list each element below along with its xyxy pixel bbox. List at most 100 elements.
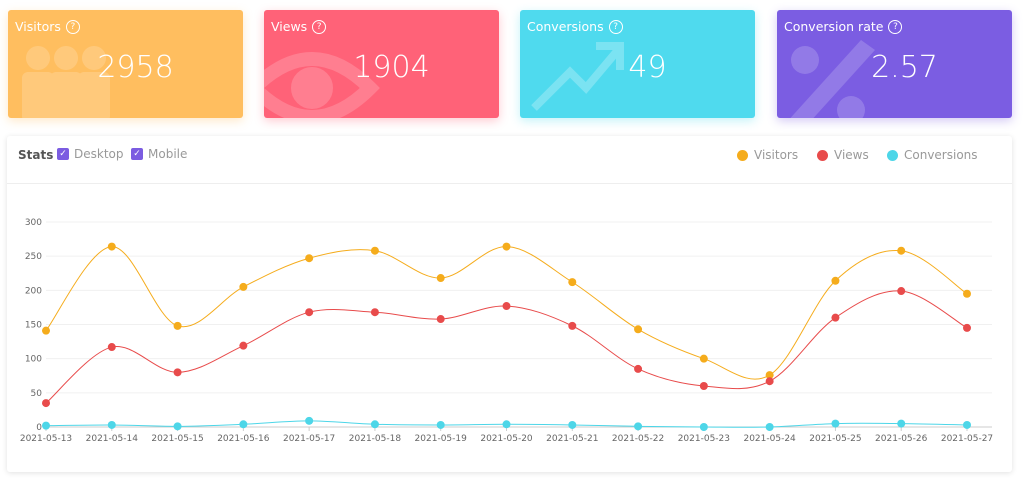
data-point[interactable] <box>699 382 708 390</box>
card-icon <box>22 46 110 118</box>
series-line <box>45 246 968 380</box>
checkbox[interactable]: ✓ <box>131 148 143 160</box>
data-point[interactable] <box>897 246 906 255</box>
card-label-row: Conversion rate? <box>784 19 903 34</box>
y-tick-label: 100 <box>25 355 42 365</box>
data-point[interactable] <box>502 302 511 311</box>
kpi-card: Conversions? 49 <box>520 10 755 118</box>
x-tick-label: 2021-05-21 <box>546 434 598 444</box>
data-point[interactable] <box>436 274 445 283</box>
data-point[interactable] <box>699 423 708 431</box>
data-point[interactable] <box>634 422 643 431</box>
legend-dot <box>887 149 898 161</box>
data-point[interactable] <box>963 323 971 332</box>
x-tick-label: 2021-05-27 <box>941 434 993 444</box>
card-label: Visitors <box>15 19 61 34</box>
y-tick-label: 0 <box>36 423 42 433</box>
data-point[interactable] <box>370 308 379 317</box>
y-tick-label: 300 <box>25 218 42 228</box>
x-tick-label: 2021-05-16 <box>217 434 270 444</box>
data-point[interactable] <box>502 420 511 429</box>
legend-dot <box>817 149 828 161</box>
x-tick-label: 2021-05-22 <box>612 434 664 444</box>
panel-header: Stats ✓ Desktop ✓ Mobile Visitors Views Conv… <box>7 136 1012 184</box>
data-point[interactable] <box>963 420 971 429</box>
data-point[interactable] <box>107 420 116 429</box>
data-point[interactable] <box>305 308 314 317</box>
card-icon <box>264 52 380 118</box>
data-point[interactable] <box>42 421 50 430</box>
x-tick-label: 2021-05-23 <box>678 434 730 444</box>
data-point[interactable] <box>107 343 116 352</box>
kpi-card: Conversion rate? 2.57 <box>777 10 1012 118</box>
card-value: 1904 <box>353 50 430 85</box>
legend-label: Conversions <box>904 148 978 162</box>
help-icon[interactable]: ? <box>312 19 327 34</box>
data-point[interactable] <box>305 416 314 425</box>
data-point[interactable] <box>239 341 248 350</box>
checkbox[interactable]: ✓ <box>57 148 69 160</box>
card-icon <box>531 42 624 111</box>
x-tick-label: 2021-05-19 <box>415 434 468 444</box>
x-tick-label: 2021-05-24 <box>743 434 796 444</box>
x-tick-label: 2021-05-25 <box>809 434 861 444</box>
data-point[interactable] <box>42 326 50 335</box>
data-point[interactable] <box>436 315 445 324</box>
data-point[interactable] <box>42 399 50 408</box>
x-tick-label: 2021-05-15 <box>151 434 203 444</box>
card-value: 2.57 <box>871 50 938 85</box>
data-point[interactable] <box>173 321 182 330</box>
data-point[interactable] <box>765 377 774 386</box>
data-point[interactable] <box>107 242 116 251</box>
x-tick-label: 2021-05-26 <box>875 434 928 444</box>
data-point[interactable] <box>765 423 774 431</box>
data-point[interactable] <box>436 420 445 429</box>
data-point[interactable] <box>568 321 577 330</box>
x-tick-label: 2021-05-17 <box>283 434 335 444</box>
data-point[interactable] <box>370 246 379 255</box>
help-icon[interactable]: ? <box>65 19 80 34</box>
y-tick-label: 200 <box>25 286 42 296</box>
data-point[interactable] <box>305 254 314 263</box>
filter-checkbox[interactable]: ✓ Mobile <box>131 147 187 161</box>
help-icon[interactable]: ? <box>888 19 903 34</box>
data-point[interactable] <box>897 419 906 428</box>
legend-item[interactable]: Views <box>817 148 869 162</box>
filter-checkbox[interactable]: ✓ Desktop <box>57 147 124 161</box>
data-point[interactable] <box>634 364 643 373</box>
y-tick-label: 250 <box>25 252 42 262</box>
data-point[interactable] <box>699 354 708 363</box>
data-point[interactable] <box>568 420 577 429</box>
kpi-card: Visitors? 2958 <box>8 10 243 118</box>
data-point[interactable] <box>173 368 182 377</box>
data-point[interactable] <box>239 282 248 291</box>
x-tick-label: 2021-05-20 <box>480 434 533 444</box>
filter-label: Mobile <box>148 147 188 161</box>
card-label-row: Views? <box>271 19 327 34</box>
legend-item[interactable]: Conversions <box>887 148 978 162</box>
data-point[interactable] <box>831 313 840 322</box>
data-point[interactable] <box>239 420 248 429</box>
card-label: Conversion rate <box>784 19 884 34</box>
y-tick-label: 50 <box>31 389 43 399</box>
help-icon[interactable]: ? <box>608 19 623 34</box>
filter-label: Desktop <box>74 147 124 161</box>
data-point[interactable] <box>765 371 774 380</box>
data-point[interactable] <box>502 242 511 251</box>
data-point[interactable] <box>831 276 840 285</box>
data-point[interactable] <box>634 325 643 334</box>
data-point[interactable] <box>568 278 577 287</box>
data-point[interactable] <box>831 419 840 428</box>
data-point[interactable] <box>897 287 906 296</box>
panel-title: Stats <box>18 148 54 162</box>
card-icon <box>790 40 875 118</box>
x-tick-label: 2021-05-18 <box>349 434 402 444</box>
card-value: 2958 <box>97 50 174 85</box>
data-point[interactable] <box>370 420 379 429</box>
data-point[interactable] <box>173 422 182 431</box>
legend-item[interactable]: Visitors <box>737 148 798 162</box>
legend-label: Visitors <box>754 148 799 162</box>
card-label: Conversions <box>527 19 604 34</box>
data-point[interactable] <box>963 289 971 298</box>
